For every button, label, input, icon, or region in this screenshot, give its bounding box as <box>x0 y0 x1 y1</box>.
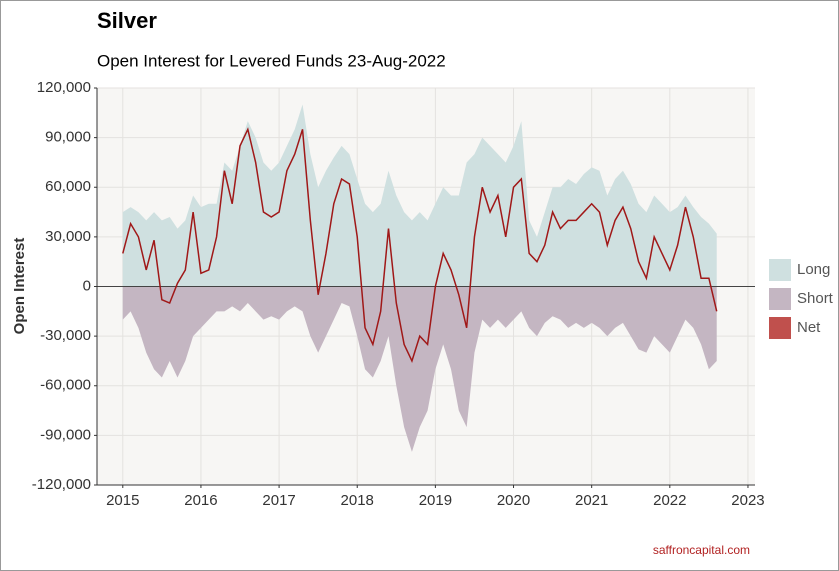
chart-subtitle: Open Interest for Levered Funds 23-Aug-2… <box>97 51 446 70</box>
y-tick-label: -30,000 <box>40 327 91 344</box>
legend-label: Long <box>797 261 830 278</box>
x-tick-label: 2017 <box>262 492 295 509</box>
y-tick-label: 60,000 <box>45 178 91 195</box>
y-tick-label: 90,000 <box>45 129 91 146</box>
net-line <box>122 127 718 363</box>
chart-title: Silver <box>97 8 157 33</box>
x-tick-label: 2018 <box>341 492 374 509</box>
legend-label: Short <box>797 290 834 307</box>
area-long <box>122 104 717 287</box>
x-tick-label: 2015 <box>106 492 139 509</box>
x-tick-label: 2020 <box>497 492 530 509</box>
y-axis-label: Open Interest <box>11 238 28 335</box>
y-tick-label: -90,000 <box>40 426 91 443</box>
y-tick-label: 30,000 <box>45 228 91 245</box>
y-tick-label: 0 <box>83 277 91 294</box>
legend-swatch <box>769 288 791 310</box>
x-tick-label: 2021 <box>575 492 608 509</box>
x-tick-label: 2022 <box>653 492 686 509</box>
legend-label: Net <box>797 319 821 336</box>
source: saffroncapital.com <box>653 543 750 557</box>
y-tick-label: 120,000 <box>37 79 91 96</box>
x-tick-label: 2019 <box>419 492 452 509</box>
y-tick-label: -120,000 <box>32 476 91 493</box>
area-short <box>122 286 717 452</box>
x-tick-label: 2016 <box>184 492 217 509</box>
legend-swatch <box>769 259 791 281</box>
legend-swatch <box>769 317 791 339</box>
y-tick-label: -60,000 <box>40 377 91 394</box>
x-tick-label: 2023 <box>731 492 764 509</box>
